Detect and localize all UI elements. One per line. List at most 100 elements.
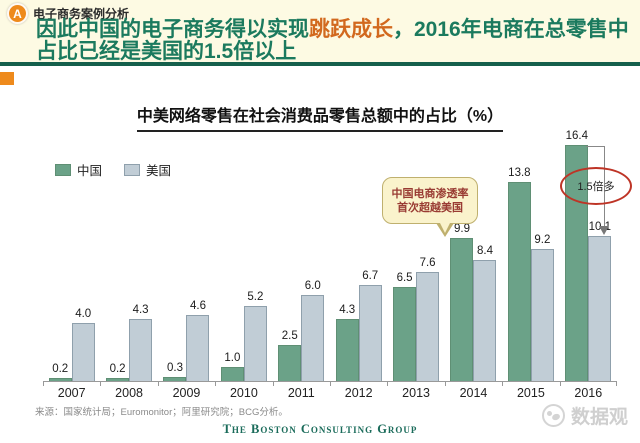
bar-china-2015 xyxy=(507,182,531,381)
year-label-2008: 2008 xyxy=(115,386,143,400)
watermark-panda-icon xyxy=(541,404,565,427)
bar-china-2010 xyxy=(220,367,244,381)
orange-accent-tab xyxy=(0,72,14,85)
bar-group-2012: 4.3 6.7 2012 xyxy=(330,130,387,400)
value-label-usa-2015: 9.2 xyxy=(534,234,551,246)
value-label-usa-2013: 7.6 xyxy=(419,257,436,269)
bar-china-2014 xyxy=(450,238,474,381)
value-label-usa-2011: 6.0 xyxy=(304,280,321,292)
header-band: A 电子商务案例分析 因此中国的电子商务得以实现跳跃成长，2016年电商在总零售… xyxy=(0,0,640,62)
value-label-usa-2007: 4.0 xyxy=(75,308,92,320)
value-label-china-2007: 0.2 xyxy=(52,363,69,375)
bar-china-2007 xyxy=(48,378,72,381)
year-label-2010: 2010 xyxy=(229,386,258,400)
bar-usa-2013 xyxy=(416,272,440,381)
axis-tick xyxy=(445,381,446,386)
bar-group-2007: 0.2 4.0 2007 xyxy=(43,130,100,400)
legend-item-china: 中国 xyxy=(55,160,102,179)
headline-part1: 因此中国的电子商务得以实现 xyxy=(36,18,309,41)
year-label-2013: 2013 xyxy=(402,386,430,400)
headline: 因此中国的电子商务得以实现跳跃成长，2016年电商在总零售中 占比已经是美国的1… xyxy=(36,19,629,62)
legend-item-usa: 美国 xyxy=(124,160,171,179)
axis-tick xyxy=(158,381,159,386)
bar-usa-2014 xyxy=(473,260,497,381)
bar-china-2013 xyxy=(393,287,417,381)
bar-group-2011: 2.5 6.0 2011 xyxy=(273,130,330,400)
value-label-china-2008: 0.2 xyxy=(109,363,126,375)
annotation-line2: 首次超越美国 xyxy=(397,201,463,214)
value-label-china-2014: 9.9 xyxy=(453,223,470,235)
axis-tick xyxy=(215,381,216,386)
kicker-label: 电子商务案例分析 xyxy=(33,7,130,21)
header-divider xyxy=(0,62,640,66)
bar-usa-2009 xyxy=(186,315,210,381)
bar-group-2015: 13.8 9.2 2015 xyxy=(502,130,559,400)
bar-china-2016 xyxy=(565,145,589,381)
value-label-china-2016: 16.4 xyxy=(565,130,588,142)
chart-title: 中美网络零售在社会消费品零售总额中的占比（%） xyxy=(136,102,504,132)
year-label-2007: 2007 xyxy=(57,386,86,400)
legend-swatch-usa xyxy=(124,163,141,176)
annotation-line1: 中国电商渗透率 xyxy=(391,187,469,200)
value-label-usa-2012: 6.7 xyxy=(362,270,379,282)
axis-tick xyxy=(560,381,561,386)
axis-tick xyxy=(502,381,503,386)
bar-usa-2007 xyxy=(71,323,95,381)
section-badge: A xyxy=(7,3,28,24)
legend-swatch-china xyxy=(55,163,71,176)
chart-legend: 中国 美国 xyxy=(55,160,171,179)
legend-label-china: 中国 xyxy=(77,164,103,178)
bar-group-2008: 0.2 4.3 2008 xyxy=(100,130,157,400)
bar-usa-2011 xyxy=(301,295,325,381)
year-label-2016: 2016 xyxy=(574,386,603,400)
bar-group-2014: 9.9 8.4 2014 xyxy=(445,130,502,400)
bar-group-2010: 1.0 5.2 2010 xyxy=(215,130,272,400)
bar-china-2012 xyxy=(335,319,359,381)
headline-part2: ，2016年电商在总零售中 xyxy=(393,18,629,41)
bar-group-2013: 6.5 7.6 2013 xyxy=(387,130,444,400)
ratio-label: 1.5倍多 xyxy=(577,181,615,193)
legend-label-usa: 美国 xyxy=(146,164,172,178)
headline-highlight: 跳跃成长 xyxy=(309,18,393,41)
bar-china-2011 xyxy=(278,345,302,381)
bar-usa-2012 xyxy=(358,285,382,381)
year-label-2014: 2014 xyxy=(459,386,488,400)
year-label-2009: 2009 xyxy=(172,386,201,400)
bar-china-2009 xyxy=(163,377,187,381)
axis-tick xyxy=(273,381,274,386)
value-label-china-2015: 13.8 xyxy=(508,167,531,179)
ratio-connector-line xyxy=(586,146,605,147)
axis-tick xyxy=(616,381,617,386)
watermark-label: 数据观 xyxy=(570,407,628,428)
year-label-2011: 2011 xyxy=(287,386,315,400)
chart-title-wrap: 中美网络零售在社会消费品零售总额中的占比（%） xyxy=(0,102,640,132)
axis-tick xyxy=(43,381,44,386)
axis-tick xyxy=(100,381,101,386)
bar-china-2008 xyxy=(106,378,130,381)
source-note: 来源：国家统计局；Euromonitor；阿里研究院；BCG分析。 xyxy=(35,407,288,418)
value-label-usa-2010: 5.2 xyxy=(247,291,264,303)
ratio-arrowhead-icon xyxy=(599,226,609,235)
bar-usa-2015 xyxy=(530,249,554,381)
value-label-usa-2008: 4.3 xyxy=(132,304,149,316)
bar-group-2016: 16.4 10.1 2016 xyxy=(560,130,617,400)
year-label-2015: 2015 xyxy=(516,386,545,400)
headline-line2: 占比已经是美国的1.5倍以上 xyxy=(36,39,297,63)
bar-usa-2008 xyxy=(129,319,153,381)
axis-tick xyxy=(387,381,388,386)
value-label-china-2010: 1.0 xyxy=(224,352,241,364)
bar-chart-plot: 0.2 4.0 2007 0.2 4.3 2008 0.3 4.6 2009 1.0 5.2 2010… xyxy=(43,130,617,400)
bcg-logo-text: The Boston Consulting Group xyxy=(222,422,418,436)
watermark: 数据观 xyxy=(541,402,628,429)
value-label-usa-2014: 8.4 xyxy=(476,245,493,257)
bar-usa-2016 xyxy=(588,236,612,381)
annotation-callout: 中国电商渗透率 首次超越美国 xyxy=(382,177,478,224)
value-label-china-2013: 6.5 xyxy=(396,272,413,284)
bar-group-2009: 0.3 4.6 2009 xyxy=(158,130,215,400)
bar-usa-2010 xyxy=(243,306,267,381)
value-label-china-2011: 2.5 xyxy=(281,330,298,342)
value-label-china-2009: 0.3 xyxy=(166,362,183,374)
axis-tick xyxy=(330,381,331,386)
ratio-highlight-ellipse: 1.5倍多 xyxy=(560,167,632,205)
